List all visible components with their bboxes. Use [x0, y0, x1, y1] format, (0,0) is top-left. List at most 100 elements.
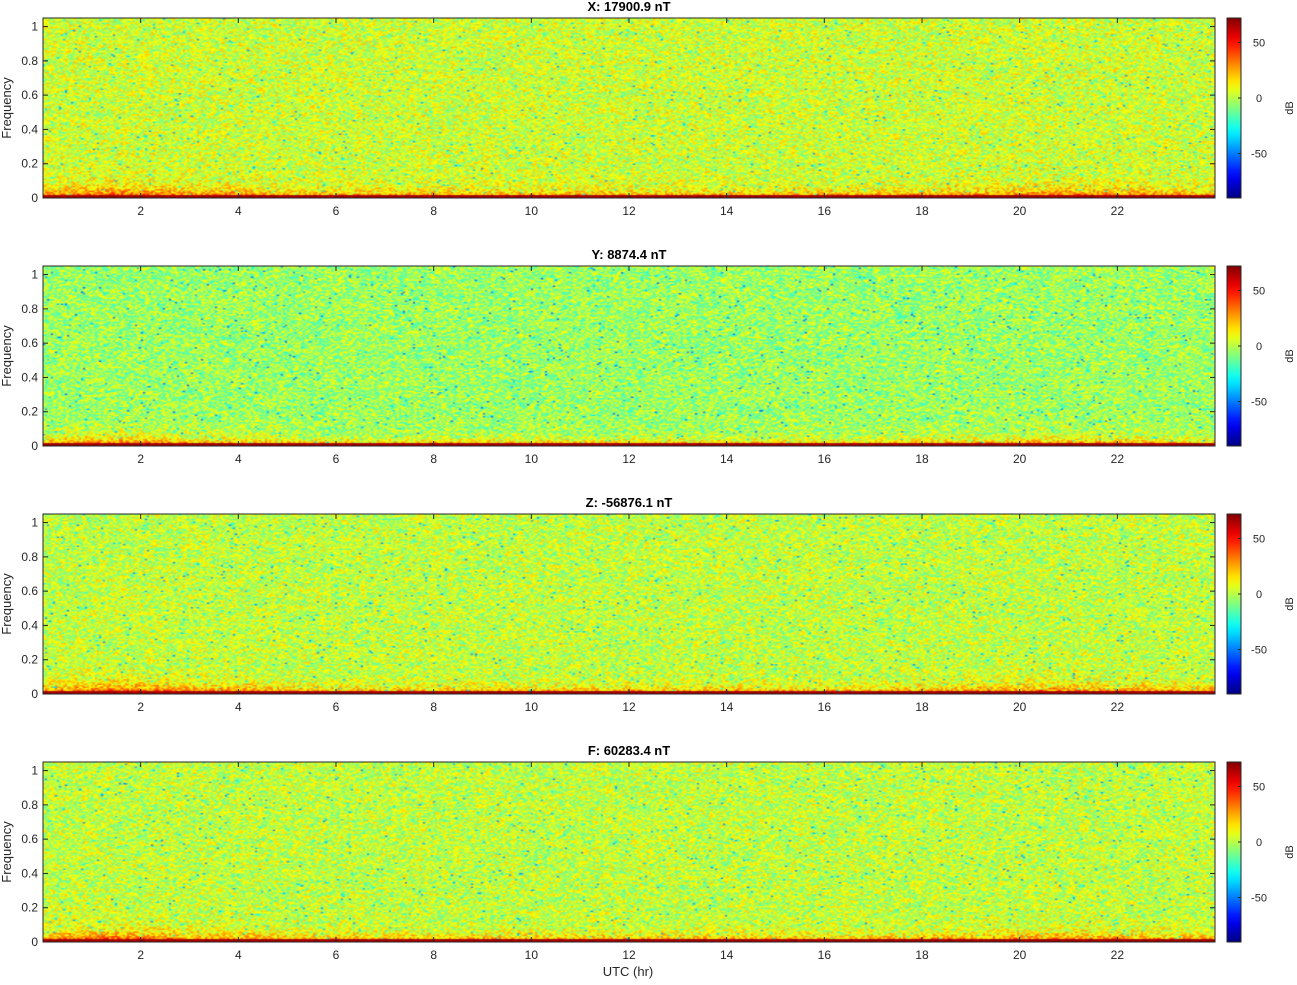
colorbar	[1226, 761, 1242, 943]
y-tick-label: 0	[31, 191, 38, 205]
x-tick-label: 12	[622, 948, 636, 962]
panel-title: Z: -56876.1 nT	[586, 495, 673, 510]
y-tick-label: 0.2	[21, 901, 38, 915]
x-tick-label: 20	[1013, 452, 1027, 466]
x-tick-label: 4	[235, 700, 242, 714]
y-tick-label: 0.2	[21, 405, 38, 419]
colorbar	[1226, 17, 1242, 199]
x-tick-label: 4	[235, 204, 242, 218]
figure-xlabel: UTC (hr)	[603, 964, 654, 979]
x-tick-label: 22	[1111, 948, 1125, 962]
spectrogram-panel-0: 2 4 6 8 10 12 14 16 18 20 22 0 0.2 0.4 0.6 0.8 1 X: 17900…	[0, 0, 1296, 218]
x-tick-label: 12	[622, 204, 636, 218]
x-tick-label: 20	[1013, 700, 1027, 714]
x-tick-label: 12	[622, 452, 636, 466]
y-tick-label: 0.8	[21, 550, 38, 564]
x-tick-label: 14	[720, 700, 734, 714]
y-axis-label: Frequency	[0, 821, 14, 883]
colorbar-label: dB	[1284, 845, 1296, 858]
panel-title: X: 17900.9 nT	[587, 0, 670, 14]
colorbar-tick-label: 0	[1256, 93, 1262, 105]
colorbar-tick-label: 50	[1253, 37, 1265, 49]
colorbar-tick-label: -50	[1251, 397, 1267, 409]
y-axis-label: Frequency	[0, 325, 14, 387]
colorbar-tick-label: -50	[1251, 645, 1267, 657]
y-tick-label: 0.6	[21, 88, 38, 102]
y-tick-label: 0.6	[21, 832, 38, 846]
x-tick-label: 14	[720, 452, 734, 466]
x-tick-label: 10	[525, 948, 539, 962]
colorbar-tick-label: -50	[1251, 149, 1267, 161]
colorbar-tick-label: 0	[1256, 341, 1262, 353]
spectrogram-panel-2: 2 4 6 8 10 12 14 16 18 20 22 0 0.2 0.4 0.6 0.8 1 Z: -5687…	[0, 495, 1296, 714]
x-tick-label: 6	[333, 700, 340, 714]
y-tick-label: 0.6	[21, 336, 38, 350]
x-tick-label: 8	[430, 700, 437, 714]
x-tick-label: 4	[235, 452, 242, 466]
x-tick-label: 22	[1111, 452, 1125, 466]
y-tick-label: 1	[31, 516, 38, 530]
x-tick-label: 16	[818, 700, 832, 714]
y-axis-label: Frequency	[0, 573, 14, 635]
panel-title: F: 60283.4 nT	[588, 743, 670, 758]
y-tick-label: 0.8	[21, 302, 38, 316]
x-tick-label: 6	[333, 948, 340, 962]
spectrogram-image	[43, 514, 1215, 694]
x-tick-label: 10	[525, 452, 539, 466]
x-tick-label: 18	[915, 204, 929, 218]
x-tick-label: 18	[915, 452, 929, 466]
x-tick-label: 8	[430, 948, 437, 962]
colorbar-label: dB	[1284, 101, 1296, 114]
spectrogram-panel-1: 2 4 6 8 10 12 14 16 18 20 22 0 0.2 0.4 0.6 0.8 1 Y: 8874.…	[0, 247, 1296, 466]
y-tick-label: 0.8	[21, 54, 38, 68]
x-tick-label: 6	[333, 452, 340, 466]
x-tick-label: 14	[720, 204, 734, 218]
spectrogram-image	[43, 762, 1215, 942]
x-tick-label: 12	[622, 700, 636, 714]
x-tick-label: 18	[915, 948, 929, 962]
x-tick-label: 4	[235, 948, 242, 962]
colorbar	[1226, 265, 1242, 447]
x-tick-label: 16	[818, 204, 832, 218]
colorbar-tick-label: 0	[1256, 837, 1262, 849]
colorbar-label: dB	[1284, 349, 1296, 362]
spectrogram-image	[43, 18, 1215, 198]
spectrogram-panel-3: 2 4 6 8 10 12 14 16 18 20 22 0 0.2 0.4 0.6 0.8 1 F: 60283…	[0, 743, 1296, 962]
x-tick-label: 8	[430, 204, 437, 218]
y-axis-label: Frequency	[0, 77, 14, 139]
x-tick-label: 2	[137, 452, 144, 466]
y-tick-label: 0.4	[21, 122, 38, 136]
y-tick-label: 1	[31, 268, 38, 282]
x-tick-label: 10	[525, 204, 539, 218]
x-tick-label: 2	[137, 948, 144, 962]
y-tick-label: 0	[31, 687, 38, 701]
y-tick-label: 0.4	[21, 866, 38, 880]
colorbar-tick-label: 50	[1253, 781, 1265, 793]
colorbar-tick-label: 50	[1253, 533, 1265, 545]
y-tick-label: 0	[31, 935, 38, 949]
x-tick-label: 14	[720, 948, 734, 962]
x-tick-label: 2	[137, 204, 144, 218]
colorbar-tick-label: 0	[1256, 589, 1262, 601]
colorbar-tick-label: 50	[1253, 285, 1265, 297]
x-tick-label: 16	[818, 948, 832, 962]
x-tick-label: 8	[430, 452, 437, 466]
x-tick-label: 16	[818, 452, 832, 466]
y-tick-label: 0.2	[21, 157, 38, 171]
x-tick-label: 18	[915, 700, 929, 714]
y-tick-label: 0.4	[21, 618, 38, 632]
y-tick-label: 0.2	[21, 653, 38, 667]
spectrogram-image	[43, 266, 1215, 446]
panel-title: Y: 8874.4 nT	[592, 247, 667, 262]
y-tick-label: 0.4	[21, 370, 38, 384]
x-tick-label: 20	[1013, 204, 1027, 218]
x-tick-label: 10	[525, 700, 539, 714]
y-tick-label: 1	[31, 20, 38, 34]
x-tick-label: 22	[1111, 204, 1125, 218]
y-tick-label: 0.8	[21, 798, 38, 812]
y-tick-label: 0.6	[21, 584, 38, 598]
x-tick-label: 22	[1111, 700, 1125, 714]
y-tick-label: 0	[31, 439, 38, 453]
